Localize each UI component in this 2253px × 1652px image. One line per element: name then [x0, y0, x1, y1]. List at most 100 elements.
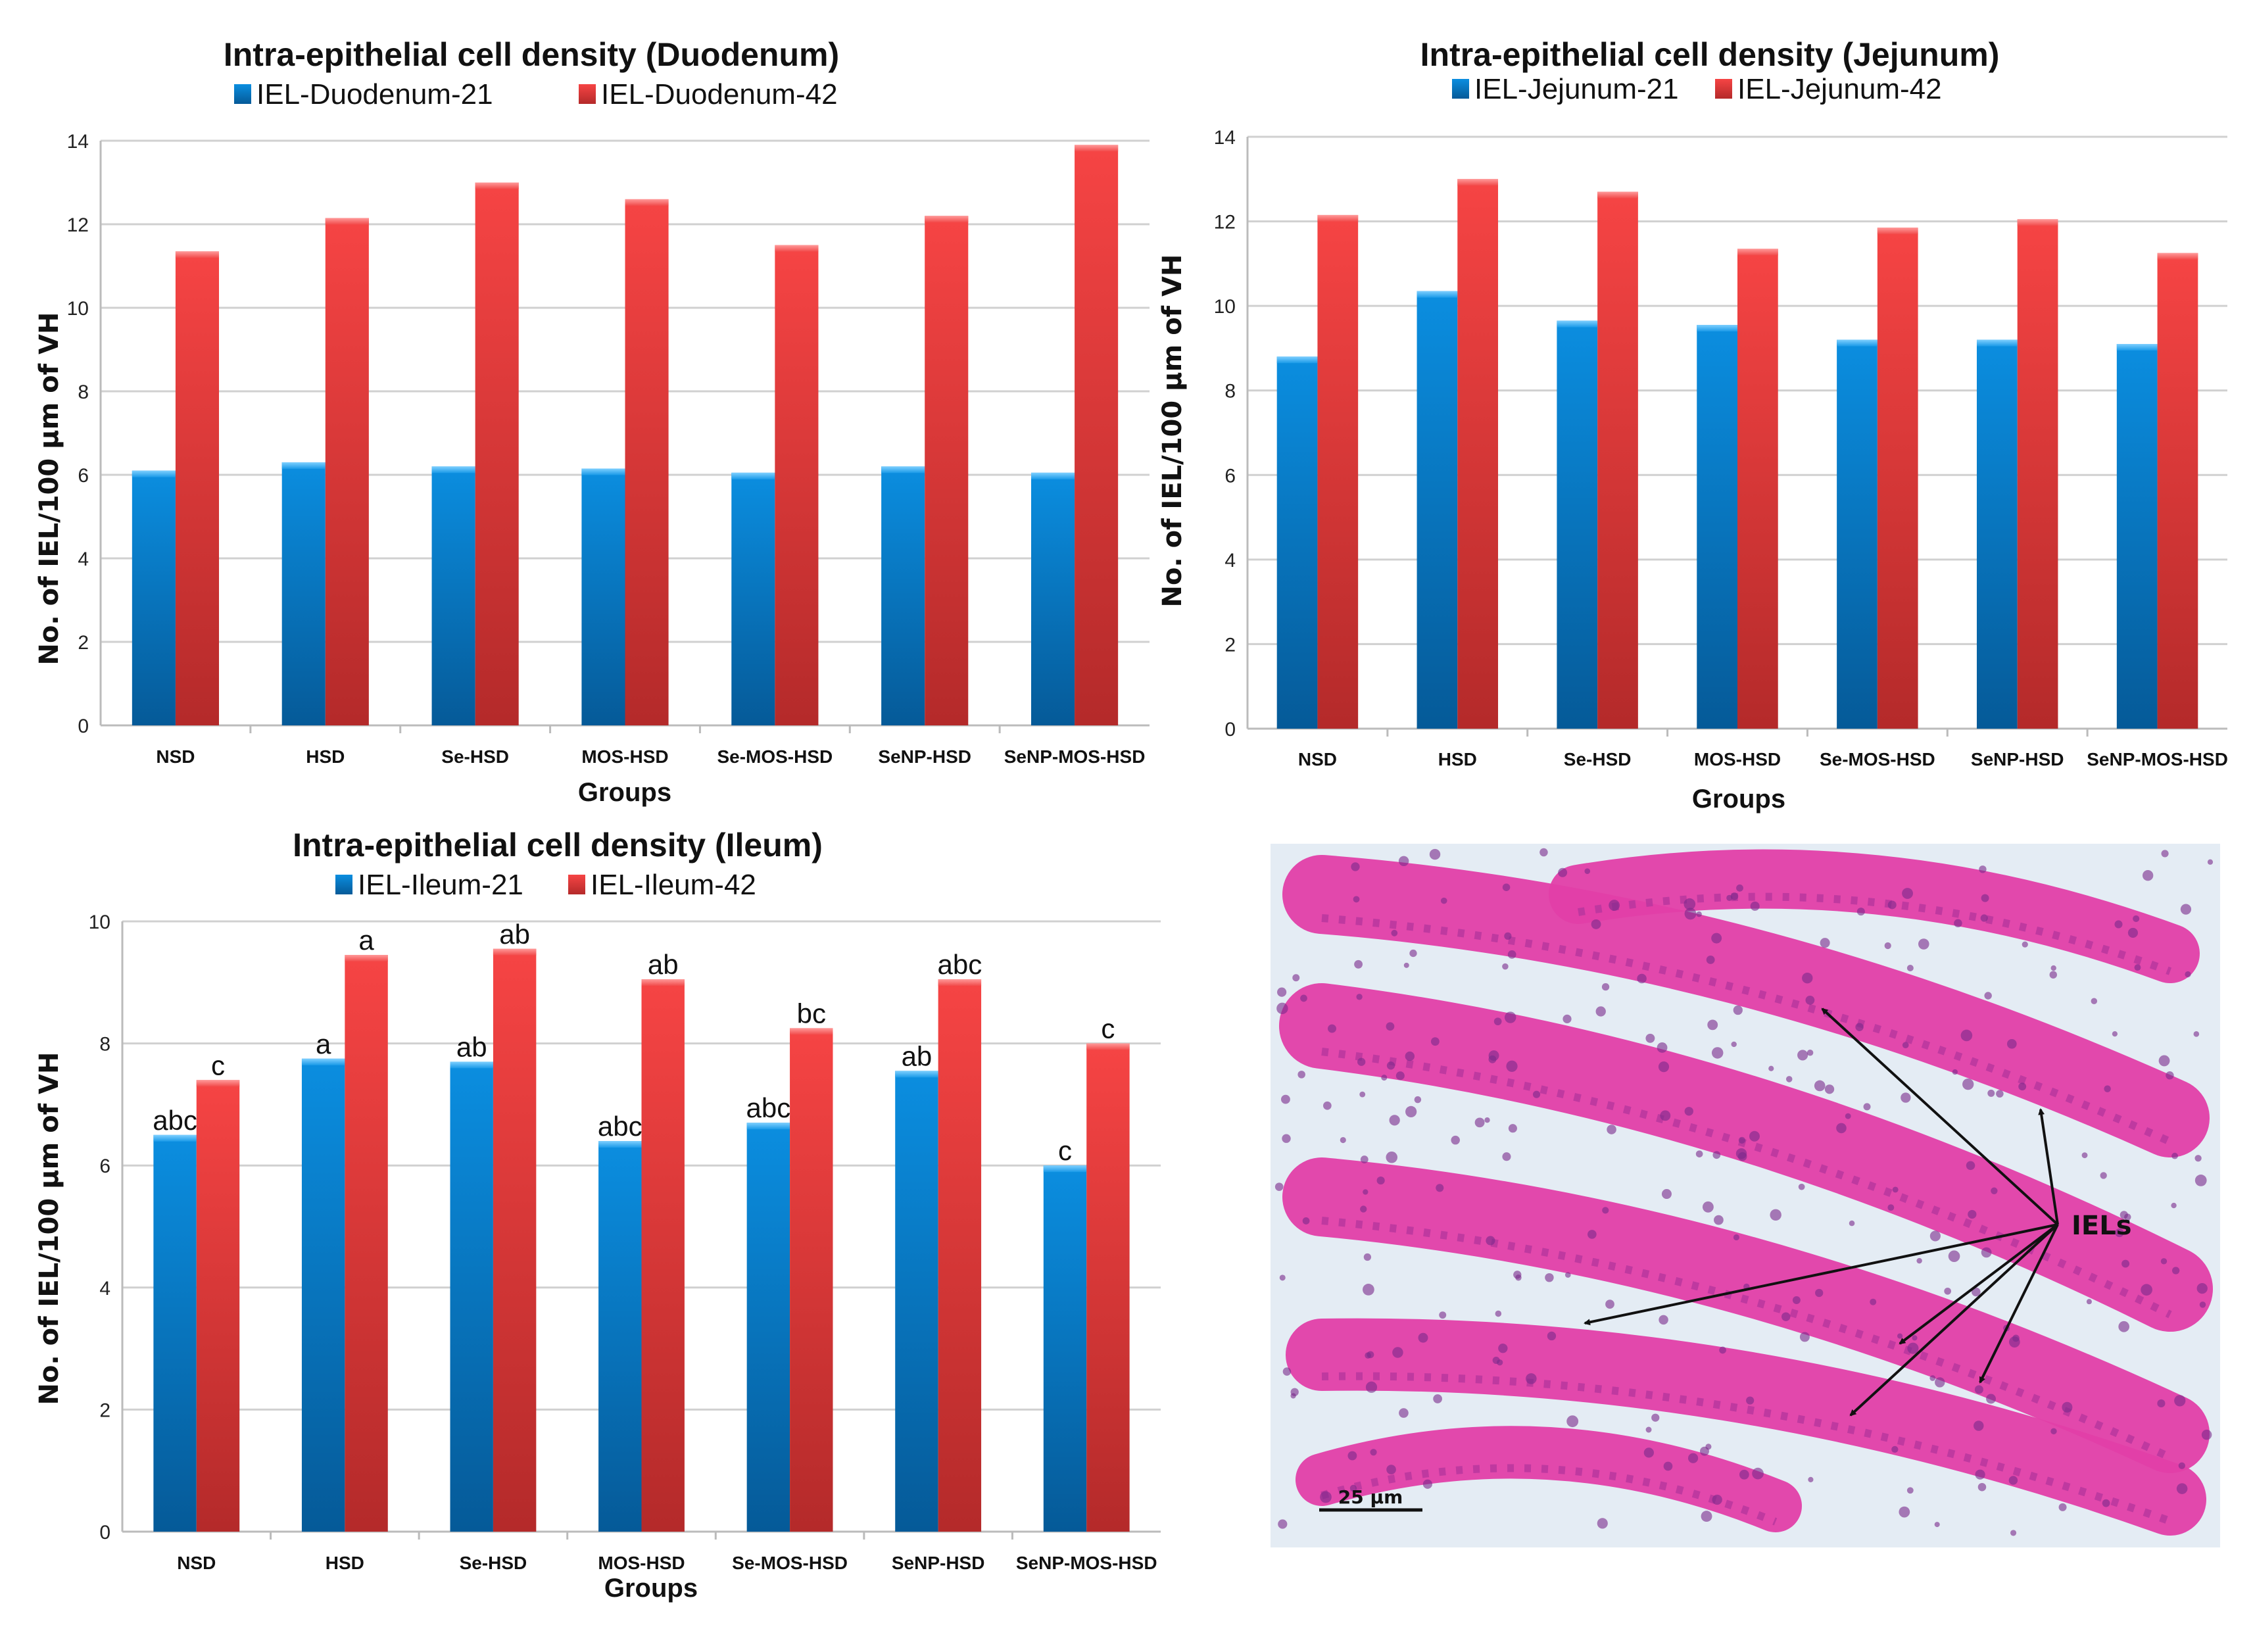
nucleus — [1792, 1296, 1801, 1304]
nucleus — [1351, 862, 1360, 871]
bar-iel-jejunum-21 — [1837, 339, 1878, 729]
nucleus — [1403, 962, 1409, 968]
bar-iel-ileum-42 — [938, 979, 982, 1532]
nucleus — [2008, 1336, 2020, 1348]
legend-swatch — [1452, 79, 1469, 99]
bar-bevel — [1557, 320, 1598, 328]
nucleus — [2112, 1031, 2118, 1037]
nucleus — [2115, 1228, 2124, 1238]
arrow-icon — [1584, 1223, 2058, 1326]
y-tick-label: 4 — [1224, 550, 1236, 571]
bar-iel-ileum-42 — [1086, 1043, 1130, 1532]
bar-iel-ileum-21 — [746, 1123, 790, 1532]
nucleus — [2022, 941, 2028, 948]
micrograph-annotations: IELs 25 µm — [1319, 1008, 2132, 1512]
nucleus — [1409, 949, 1417, 958]
bar-bevel — [1597, 191, 1638, 199]
significance-label: a — [358, 925, 374, 956]
nucleus — [1733, 1234, 1739, 1241]
nucleus — [1658, 1061, 1670, 1073]
nucleus — [2102, 1499, 2110, 1507]
nucleus — [1493, 1017, 1502, 1026]
villus — [1279, 983, 2213, 1332]
nucleus — [1902, 1042, 1909, 1049]
bar-bevel — [431, 466, 475, 474]
nucleus — [2006, 1039, 2017, 1049]
bar-bevel — [1697, 325, 1737, 332]
arrow-icon — [1979, 1224, 2059, 1384]
nucleus — [2171, 1267, 2180, 1275]
nucleus — [1474, 1117, 1485, 1128]
nucleus — [1433, 1394, 1442, 1403]
nucleus — [1363, 1253, 1372, 1261]
nucleus — [1363, 1189, 1369, 1195]
nucleus — [1302, 1217, 1310, 1225]
nucleus — [1484, 1117, 1490, 1123]
bar-iel-duodenum-42 — [625, 199, 669, 725]
legend-label: IEL-Duodenum-42 — [601, 78, 838, 110]
nucleus — [1566, 1415, 1579, 1428]
nucleus — [1597, 1518, 1608, 1529]
nucleus — [1360, 1155, 1369, 1163]
nucleus — [1954, 919, 1962, 928]
nucleus — [1706, 956, 1715, 964]
bar-iel-ileum-21 — [1043, 1165, 1087, 1532]
nucleus — [2104, 1085, 2111, 1092]
nucleus — [1987, 1089, 1995, 1097]
nucleus — [1645, 1426, 1652, 1433]
bar-bevel — [493, 948, 537, 956]
nucleus — [2199, 1301, 2206, 1308]
nucleus — [1558, 867, 1568, 877]
nucleus — [1814, 1080, 1826, 1092]
significance-label: ab — [648, 949, 679, 980]
nucleus — [1972, 1287, 1981, 1297]
nucleus — [1855, 1023, 1864, 1031]
bar-iel-jejunum-21 — [1276, 356, 1318, 729]
chart-duodenum: 0 2 4 6 8 10 12 14 Intra-epithelial cell density… — [34, 36, 1150, 807]
category-label: Se-MOS-HSD — [1820, 749, 1935, 769]
nucleus — [1907, 1342, 1919, 1354]
nucleus — [1891, 1446, 1899, 1453]
y-axis-title: No. of IEL/100 µm of VH — [34, 1052, 64, 1405]
nucleus — [1502, 1152, 1511, 1161]
category-label: MOS-HSD — [598, 1553, 685, 1573]
legend-swatch — [1715, 79, 1732, 99]
nucleus — [1360, 1205, 1367, 1213]
nucleus — [1405, 1051, 1415, 1061]
chart-title: Intra-epithelial cell density (Ileum) — [293, 827, 823, 863]
y-tick-label: 0 — [78, 716, 89, 737]
bar-iel-jejunum-42 — [1737, 249, 1778, 729]
nucleus — [1948, 1250, 1960, 1263]
villus — [1296, 1426, 1802, 1532]
category-label: HSD — [306, 746, 345, 767]
significance-label: bc — [797, 998, 826, 1029]
nucleus — [1746, 1396, 1755, 1405]
legend-swatch — [335, 875, 352, 894]
bar-bevel — [598, 1141, 642, 1148]
nucleus — [2050, 1428, 2057, 1435]
nucleus — [1436, 1184, 1444, 1192]
nucleus — [1966, 1161, 1975, 1171]
category-label: SeNP-HSD — [878, 746, 971, 767]
bar-iel-jejunum-42 — [1597, 191, 1638, 729]
nucleus — [1968, 1209, 1977, 1219]
nucleus — [1820, 938, 1830, 948]
bar-iel-duodenum-42 — [325, 218, 369, 726]
nucleus — [1659, 1315, 1668, 1325]
nucleus — [2010, 1530, 2017, 1536]
nucleus — [1564, 1272, 1571, 1278]
nucleus — [1805, 995, 1815, 1005]
nucleus — [1934, 1522, 1940, 1528]
nucleus — [1726, 894, 1733, 901]
significance-label: c — [1058, 1135, 1072, 1166]
chart-ileum: 0 2 4 6 8 10 Intra-epithelial cell density (Il… — [34, 827, 1161, 1603]
nucleus — [1752, 1467, 1764, 1480]
bar-bevel — [325, 218, 369, 225]
nucleus — [1547, 1331, 1557, 1341]
category-label: Se-HSD — [441, 746, 509, 767]
nucleus — [1733, 1005, 1743, 1015]
nucleus — [1849, 1220, 1855, 1227]
nucleus — [1962, 1078, 1974, 1090]
nucleus — [1984, 992, 1992, 1000]
nucleus — [2171, 1202, 2177, 1209]
